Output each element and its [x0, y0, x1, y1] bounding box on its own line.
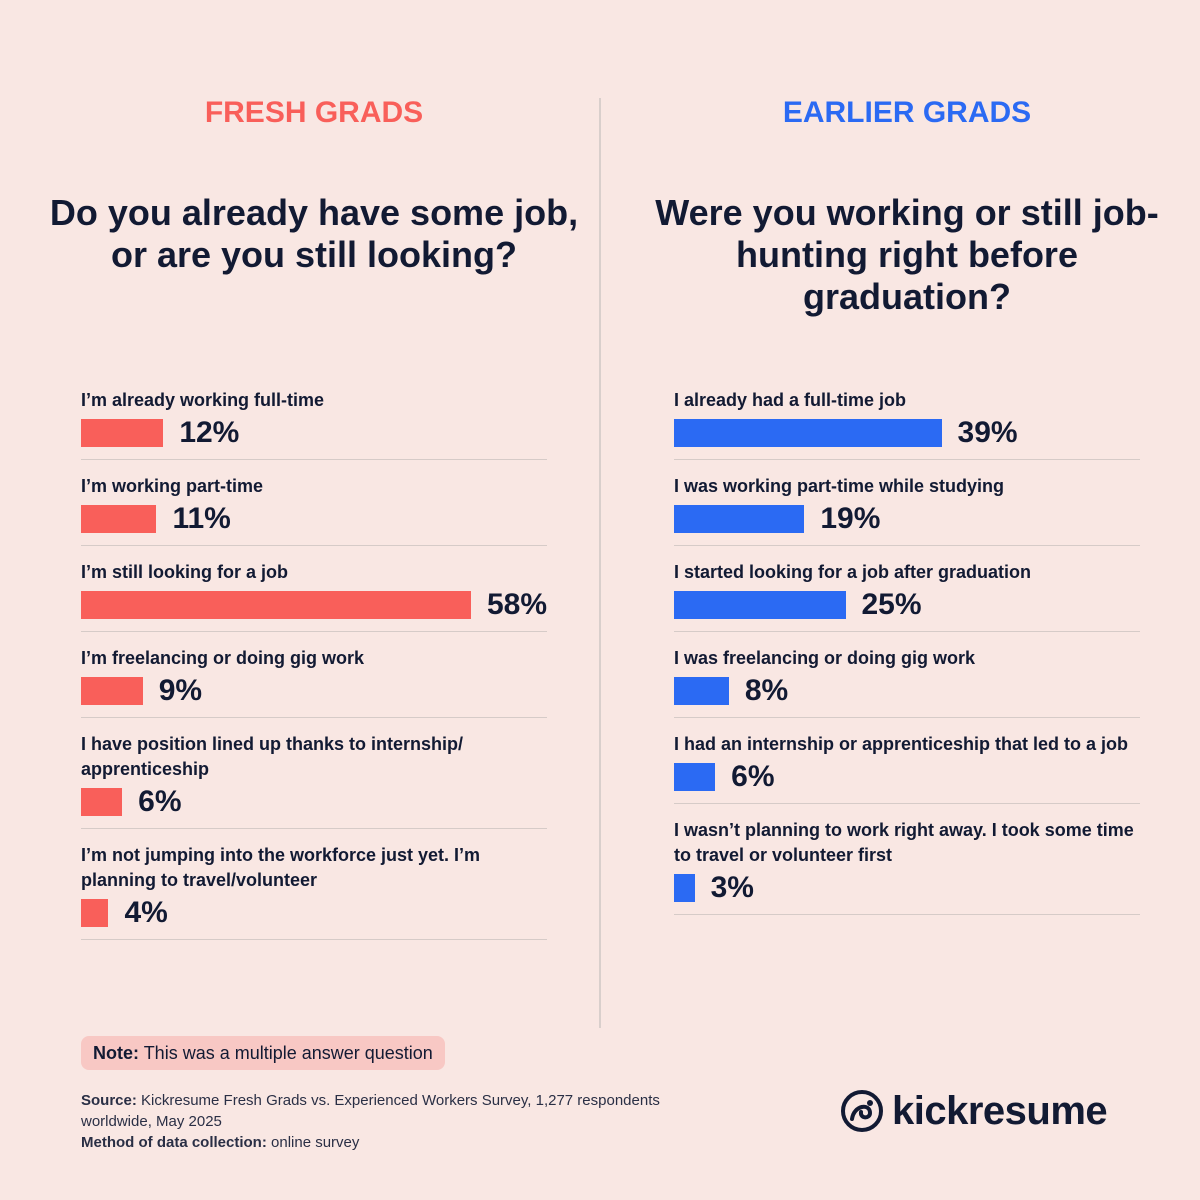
bar-list: I already had a full-time job 39% I was wo…: [674, 374, 1140, 915]
category-label: I’m working part-time: [81, 476, 264, 496]
category-label: I started looking for a job after gradua…: [674, 562, 1032, 582]
bar-row: I’m already working full-time 12%: [81, 374, 547, 460]
logo-icon: [841, 1090, 883, 1132]
bar-row: I’m working part-time 11%: [81, 460, 547, 546]
bar-line: 6%: [81, 785, 547, 818]
brand-logo: kickresume: [840, 1086, 1108, 1136]
value-label: 19%: [820, 502, 881, 535]
category-label: I already had a full-time job: [674, 390, 907, 410]
method: Method of data collection: online survey: [81, 1132, 731, 1153]
category-label: I’m still looking for a job: [81, 562, 289, 582]
category-label: I was freelancing or doing gig work: [674, 648, 976, 668]
bar: [81, 419, 164, 447]
note-text: This was a multiple answer question: [143, 1043, 433, 1063]
bar-row: I’m not jumping into the workforce just …: [81, 829, 547, 940]
bar: [674, 505, 805, 533]
bar-row: I wasn’t planning to work right away. I …: [674, 804, 1140, 915]
bar-row: I was working part-time while studying 19…: [674, 460, 1140, 546]
value-label: 58%: [486, 588, 547, 621]
bar: [674, 419, 942, 447]
bar: [81, 788, 123, 816]
bar-line: 6%: [674, 760, 1140, 793]
bar: [81, 899, 109, 927]
value-label: 39%: [957, 416, 1018, 449]
bar-line: 3%: [674, 871, 1140, 904]
category-label: I’m freelancing or doing gig work: [81, 648, 365, 668]
bar-list: I’m already working full-time 12% I’m work…: [81, 374, 547, 940]
category-label: I had an internship or apprenticeship th…: [674, 734, 1129, 754]
bar-line: 9%: [81, 674, 547, 707]
bar: [674, 677, 729, 705]
question-title: Were you working or still job-hunting ri…: [655, 192, 1159, 317]
bar-line: 4%: [81, 896, 547, 929]
value-label: 8%: [744, 674, 789, 707]
panel-header: FRESH GRADS: [204, 96, 424, 129]
value-label: 6%: [731, 760, 775, 793]
bar-row: I already had a full-time job 39%: [674, 374, 1140, 460]
value-label: 12%: [179, 416, 240, 449]
source: Source: Kickresume Fresh Grads vs. Exper…: [81, 1090, 731, 1132]
bar: [81, 505, 157, 533]
source-label: Source:: [81, 1092, 137, 1109]
bar-line: 58%: [81, 588, 547, 621]
bar: [674, 591, 846, 619]
bar-row: I’m freelancing or doing gig work 9%: [81, 632, 547, 718]
bar-line: 39%: [674, 416, 1140, 449]
bar: [674, 763, 716, 791]
value-label: 3%: [710, 871, 754, 904]
category-label: I’m not jumping into the workforce just …: [81, 845, 481, 890]
source-text: Kickresume Fresh Grads vs. Experienced W…: [81, 1092, 660, 1130]
bar: [81, 591, 471, 619]
value-label: 9%: [158, 674, 203, 707]
bar-row: I have position lined up thanks to inter…: [81, 718, 547, 829]
footer: Source: Kickresume Fresh Grads vs. Exper…: [81, 1090, 731, 1153]
note-label: Note:: [93, 1043, 139, 1063]
value-label: 25%: [861, 588, 922, 621]
divider: [599, 98, 601, 1028]
bar-line: 11%: [81, 502, 547, 535]
note: Note: This was a multiple answer questio…: [81, 1036, 445, 1070]
bar-line: 25%: [674, 588, 1140, 621]
panel-header: EARLIER GRADS: [782, 96, 1032, 129]
category-label: I have position lined up thanks to inter…: [81, 734, 464, 779]
category-label: I wasn’t planning to work right away. I …: [674, 820, 1134, 865]
bar-line: 8%: [674, 674, 1140, 707]
brand-name: kickresume: [892, 1088, 1108, 1133]
question-title: Do you already have some job, or are you…: [49, 192, 579, 275]
value-label: 6%: [138, 785, 182, 818]
bar: [81, 677, 143, 705]
category-label: I’m already working full-time: [81, 390, 325, 410]
bar-row: I had an internship or apprenticeship th…: [674, 718, 1140, 804]
method-label: Method of data collection:: [81, 1134, 267, 1151]
value-label: 4%: [124, 896, 168, 929]
bar-row: I started looking for a job after gradua…: [674, 546, 1140, 632]
bar-row: I was freelancing or doing gig work 8%: [674, 632, 1140, 718]
category-label: I was working part-time while studying: [674, 476, 1005, 496]
bar-row: I’m still looking for a job 58%: [81, 546, 547, 632]
value-label: 11%: [172, 502, 231, 535]
method-text: online survey: [271, 1134, 360, 1151]
bar: [674, 874, 695, 902]
bar-line: 12%: [81, 416, 547, 449]
bar-line: 19%: [674, 502, 1140, 535]
